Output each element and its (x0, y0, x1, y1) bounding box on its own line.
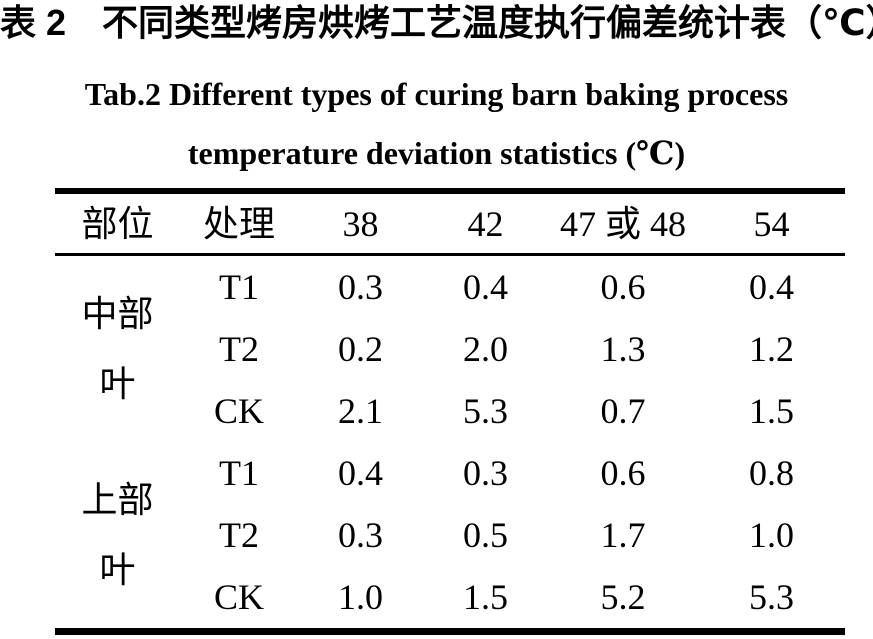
value-cell: 0.6 (600, 453, 646, 493)
treatment-cell: T2 (219, 329, 259, 369)
value-cell: 1.0 (749, 515, 794, 555)
value-cell: 1.0 (338, 577, 383, 617)
treatment-cell: CK (213, 391, 264, 431)
group-label-line2: 叶 (99, 550, 136, 590)
value-cell: 0.3 (463, 453, 508, 493)
value-cell: 2.0 (463, 329, 508, 369)
header-cell-47-48: 47 或 48 (548, 194, 698, 256)
header-cell-54: 54 (698, 194, 845, 256)
value-cell: 1.7 (600, 515, 646, 555)
header-cell-42: 42 (423, 194, 548, 256)
group-label-line1: 上部 (81, 480, 154, 520)
table-title-english-line1: Tab.2 Different types of curing barn bak… (84, 76, 789, 112)
table-title-chinese: 表 2 不同类型烤房烘烤工艺温度执行偏差统计表（℃） (0, 2, 873, 43)
header-cell-38: 38 (298, 194, 423, 256)
value-cell: 0.3 (338, 515, 383, 555)
table-title-english-line2: temperature deviation statistics (℃) (187, 135, 686, 171)
value-cell: 5.3 (749, 577, 794, 617)
value-cell: 0.7 (600, 391, 646, 431)
treatment-cell: CK (213, 577, 264, 617)
value-cell: 0.2 (338, 329, 383, 369)
data-table: 部位 处理 38 42 47 或 48 54 中部 叶 T1 0.3 0.4 0… (55, 188, 845, 635)
group-label-line1: 中部 (81, 294, 154, 334)
value-cell: 1.3 (600, 329, 646, 369)
group-label-middle-leaf: 中部 叶 (55, 256, 180, 442)
header-cell-part: 部位 (55, 194, 180, 256)
value-cell: 0.4 (749, 267, 794, 307)
treatment-cell: T1 (219, 267, 259, 307)
value-cell: 1.2 (749, 329, 794, 369)
value-cell: 0.8 (749, 453, 794, 493)
treatment-cell: T1 (219, 453, 259, 493)
value-cell: 1.5 (749, 391, 794, 431)
value-cell: 0.4 (463, 267, 508, 307)
value-cell: 0.6 (600, 267, 646, 307)
value-cell: 5.3 (463, 391, 508, 431)
group-label-upper-leaf: 上部 叶 (55, 442, 180, 628)
value-cell: 2.1 (338, 391, 383, 431)
value-cell: 0.3 (338, 267, 383, 307)
value-cell: 0.4 (338, 453, 383, 493)
value-cell: 0.5 (463, 515, 508, 555)
group-label-line2: 叶 (99, 364, 136, 404)
treatment-cell: T2 (219, 515, 259, 555)
value-cell: 1.5 (463, 577, 508, 617)
header-cell-treatment: 处理 (180, 194, 298, 256)
value-cell: 5.2 (600, 577, 646, 617)
